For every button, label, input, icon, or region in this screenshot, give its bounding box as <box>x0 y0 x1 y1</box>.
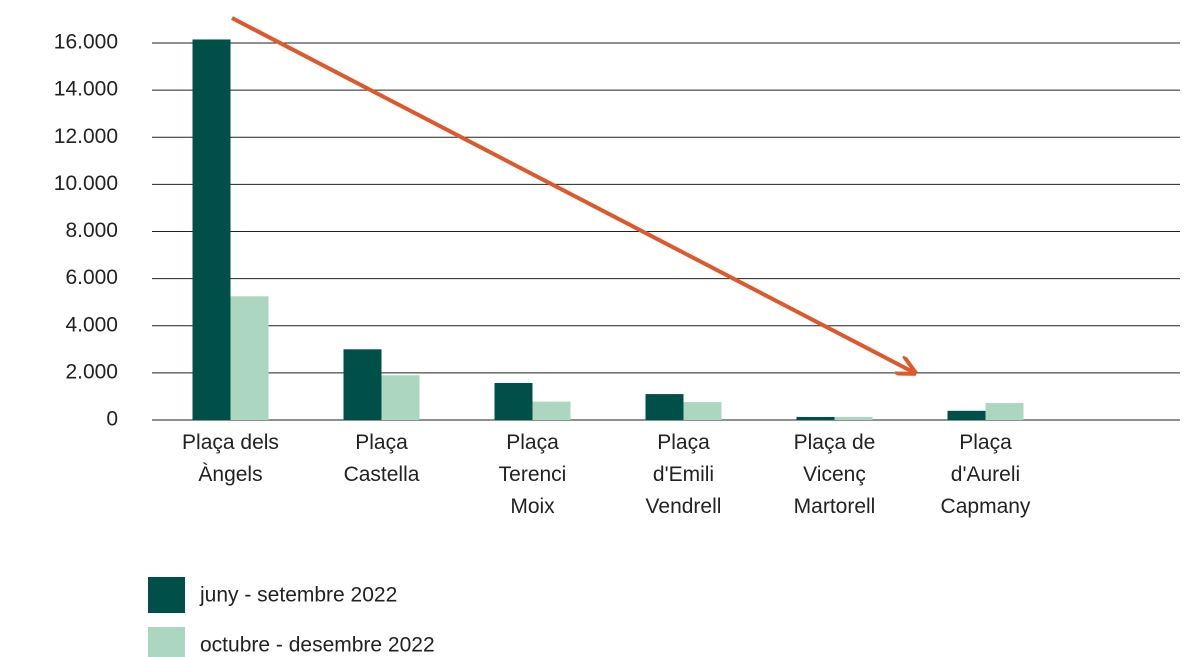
bar <box>230 296 269 420</box>
bar <box>532 401 571 420</box>
y-tick-label: 6.000 <box>65 266 118 289</box>
x-tick-label: Plaça d'Aureli Capmany <box>941 431 1031 518</box>
y-tick-label: 8.000 <box>65 219 118 242</box>
bar <box>683 402 722 420</box>
plot-area: 0 2.000 4.000 6.000 8.000 10.000 12.000 14.000 1… <box>54 31 1180 518</box>
legend-swatch <box>148 577 185 613</box>
trend-arrow <box>231 16 913 372</box>
legend-swatch <box>148 627 185 657</box>
bar <box>381 375 420 420</box>
x-tick-label: Plaça Castella <box>344 431 420 486</box>
legend-label: juny - setembre 2022 <box>199 584 397 607</box>
x-tick-label: Plaça de Vicenç Martorell <box>794 431 876 518</box>
bar <box>834 416 873 420</box>
bar <box>947 410 986 420</box>
x-tick-label: Plaça d'Emili Vendrell <box>646 431 722 518</box>
bar <box>192 39 231 420</box>
y-tick-label: 12.000 <box>54 125 118 148</box>
y-tick-label: 16.000 <box>54 31 118 54</box>
y-tick-label: 4.000 <box>65 313 118 336</box>
x-tick-label: Plaça dels Àngels <box>182 431 279 486</box>
bar <box>494 383 533 420</box>
bar <box>645 394 684 420</box>
bar <box>985 403 1024 420</box>
y-tick-label: 14.000 <box>54 78 118 101</box>
legend-label: octubre - desembre 2022 <box>200 634 435 657</box>
x-tick-label: Plaça Terenci Moix <box>499 431 567 518</box>
y-tick-label: 2.000 <box>65 360 118 383</box>
bar <box>343 349 382 420</box>
bar <box>796 416 835 420</box>
y-tick-label: 10.000 <box>54 172 118 195</box>
y-tick-label: 0 <box>106 408 118 431</box>
